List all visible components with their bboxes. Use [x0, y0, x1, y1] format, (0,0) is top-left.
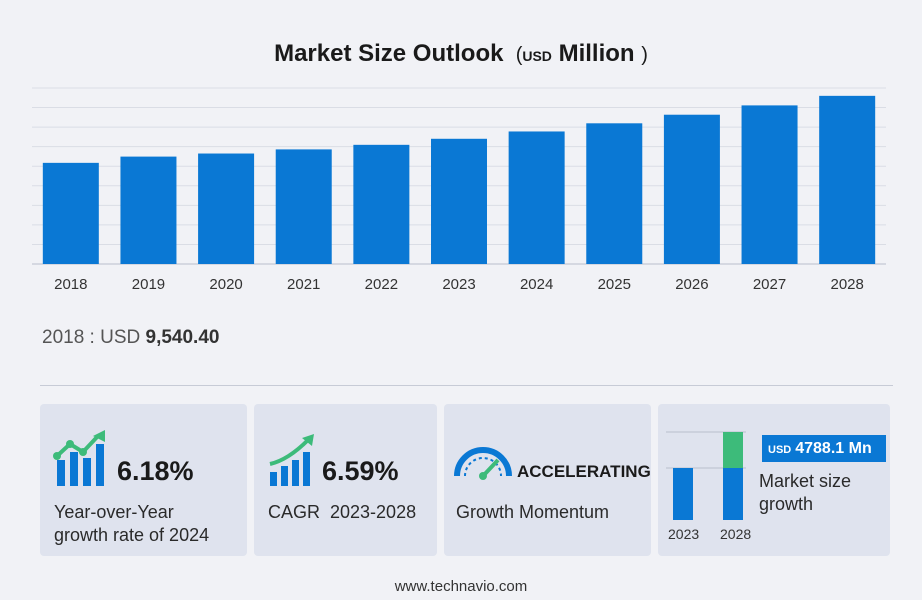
- x-tick-2019: 2019: [132, 276, 165, 293]
- rising-trend-icon: [269, 434, 314, 486]
- footer-url: www.technavio.com: [394, 578, 528, 595]
- bar-2022: [353, 144, 410, 264]
- growth-bar-2028-base: [723, 468, 743, 520]
- momentum-caption: Growth Momentum: [456, 502, 610, 522]
- chart-title-text: Market Size Outlook: [274, 40, 504, 67]
- chart-title: Market Size Outlook (USD Million ): [274, 40, 648, 67]
- unit-big: Million: [558, 40, 635, 67]
- bar-2028: [819, 95, 876, 264]
- growth-bar-2028-increment: [723, 432, 743, 468]
- yoy-caption: Year-over-Year growth rate of 2024: [54, 502, 210, 545]
- bar-2026: [663, 114, 720, 264]
- momentum-card: ACCELERATING Growth Momentum: [444, 404, 651, 556]
- x-tick-2027: 2027: [753, 276, 786, 293]
- bar-2024: [508, 131, 565, 264]
- bar-2025: [586, 123, 643, 264]
- x-tick-2022: 2022: [365, 276, 398, 293]
- bar-2023: [431, 138, 487, 264]
- x-tick-2023: 2023: [442, 276, 475, 293]
- divider: [40, 385, 893, 386]
- cagr-caption: CAGR 2023-2028: [268, 502, 417, 522]
- bar-chart: 2018 2019 2020 2021 2022 2023 2024 2025 2026 2027…: [32, 87, 886, 293]
- growth-mini-chart: [666, 431, 746, 520]
- x-tick-2020: 2020: [209, 276, 242, 293]
- base-year-value: 2018 : USD 9,540.40: [42, 327, 220, 348]
- unit-small: USD: [522, 48, 552, 64]
- bar-2018: [42, 162, 99, 264]
- growth-year-start: 2023: [668, 526, 700, 542]
- x-tick-2028: 2028: [830, 276, 863, 293]
- growth-year-end: 2028: [720, 526, 752, 542]
- momentum-value: ACCELERATING: [517, 462, 651, 481]
- growth-bar-2023: [673, 468, 693, 520]
- yoy-card: 6.18% Year-over-Year growth rate of 2024: [40, 404, 247, 556]
- x-tick-2025: 2025: [598, 276, 631, 293]
- growth-card: 2023 2028 Market size growth: [658, 404, 890, 556]
- cagr-card: 6.59% CAGR 2023-2028: [254, 404, 437, 556]
- x-tick-2024: 2024: [520, 276, 553, 293]
- bar-growth-icon: [53, 430, 105, 486]
- bar-2021: [275, 149, 332, 264]
- bar-2020: [198, 153, 255, 264]
- growth-badge: USD 4788.1 Mn: [762, 435, 886, 462]
- x-tick-2018: 2018: [54, 276, 87, 293]
- cagr-value: 6.59%: [322, 456, 399, 486]
- bar-2019: [120, 156, 177, 264]
- speedometer-icon: [454, 447, 512, 480]
- x-tick-2026: 2026: [675, 276, 708, 293]
- bar-2027: [741, 105, 798, 264]
- x-tick-2021: 2021: [287, 276, 320, 293]
- growth-caption: Market size growth: [759, 471, 852, 514]
- yoy-value: 6.18%: [117, 456, 194, 486]
